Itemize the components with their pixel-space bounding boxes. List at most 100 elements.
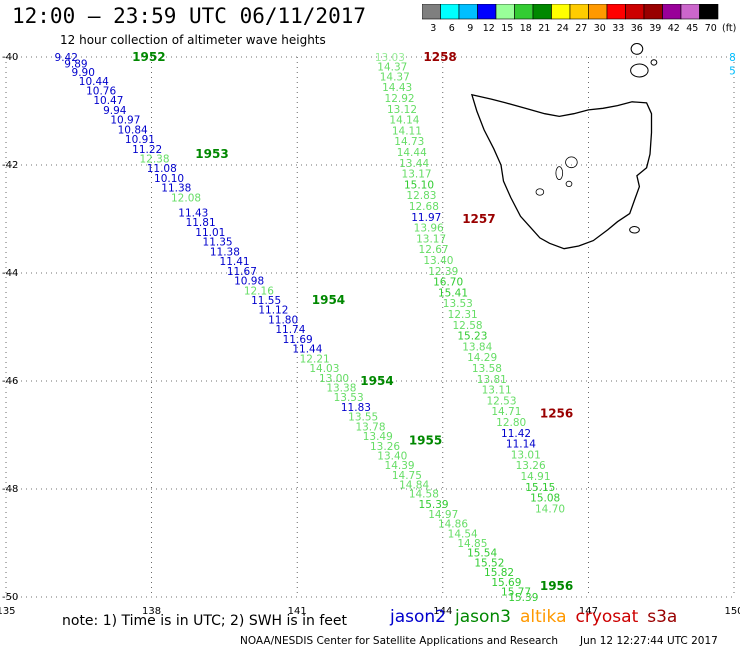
- wave-height-label: 13.26: [516, 460, 546, 472]
- scale-tick-label: 70: [705, 23, 717, 34]
- wave-height-label: 15.23: [457, 331, 487, 343]
- wave-height-label: 15.69: [491, 577, 521, 589]
- scale-tick-label: 45: [686, 23, 698, 34]
- edge-value-label: 5: [729, 66, 736, 78]
- wave-height-label: 12.92: [385, 93, 415, 105]
- x-tick-label: 138: [142, 606, 161, 617]
- wave-height-label: 14.84: [399, 480, 429, 492]
- chart-subtitle: 12 hour collection of altimeter wave hei…: [60, 33, 326, 47]
- wave-height-label: 11.97: [411, 212, 441, 224]
- wave-height-label: 12.83: [406, 190, 436, 202]
- wave-height-label: 13.38: [326, 382, 356, 394]
- legend-item-s3a: s3a: [647, 607, 678, 627]
- scale-tick-label: 24: [557, 23, 569, 34]
- wave-height-label: 12.80: [496, 417, 526, 429]
- scale-tick-label: 9: [467, 23, 473, 34]
- wave-height-label: 12.58: [453, 320, 483, 332]
- wave-height-label: 11.01: [195, 227, 225, 239]
- wave-height-label: 13.26: [370, 441, 400, 453]
- wave-height-label: 10.10: [154, 173, 184, 185]
- wave-height-label: 14.39: [385, 460, 415, 472]
- wave-height-label: 14.91: [520, 471, 550, 483]
- credit-line: NOAA/NESDIS Center for Satellite Applica…: [240, 635, 558, 647]
- wave-height-label: 14.97: [428, 509, 458, 521]
- wave-height-label: 15.41: [438, 287, 468, 299]
- wave-height-label: 15.82: [484, 567, 514, 579]
- wave-height-label: 14.54: [448, 528, 478, 540]
- wave-height-label: 11.80: [268, 314, 298, 326]
- scale-tick-label: 33: [612, 23, 624, 34]
- x-tick-label: 141: [288, 606, 307, 617]
- wave-height-label: 13.49: [363, 431, 393, 443]
- scale-unit-label: (ft): [722, 23, 736, 34]
- wave-height-label: 9.89: [64, 58, 87, 70]
- y-tick-label: -40: [2, 52, 18, 63]
- wave-height-label: 11.22: [132, 144, 162, 156]
- wave-height-label: 14.70: [535, 503, 565, 515]
- wave-height-label: 11.67: [227, 266, 257, 278]
- wave-height-label: 13.53: [334, 392, 364, 404]
- pass-time-label: 1257: [462, 212, 495, 226]
- wave-height-label: 13.53: [443, 298, 473, 310]
- wave-height-label: 10.76: [86, 85, 116, 97]
- legend-item-jason3: jason3: [455, 607, 511, 627]
- edge-value-label: 8: [729, 52, 736, 64]
- wave-height-label: 13.11: [482, 385, 512, 397]
- wave-height-label: 9.90: [72, 67, 95, 79]
- satellite-legend: jason2 jason3 altika cryosat s3a: [390, 607, 686, 627]
- wave-height-label: 9.94: [103, 105, 127, 117]
- wave-height-label: 13.55: [348, 412, 378, 424]
- scale-tick-label: 36: [631, 23, 643, 34]
- y-tick-label: -44: [2, 268, 18, 279]
- wave-height-label: 12.38: [139, 154, 169, 166]
- pass-time-label: 1952: [132, 50, 165, 64]
- wave-height-label: 10.91: [125, 134, 155, 146]
- scale-tick-label: 39: [649, 23, 661, 34]
- wave-height-label: 11.12: [258, 305, 288, 317]
- scale-tick-label: 15: [501, 23, 513, 34]
- wave-height-label: 12.39: [428, 266, 458, 278]
- scale-tick-label: 18: [520, 23, 532, 34]
- scale-tick-label: 3: [430, 23, 436, 34]
- wave-height-label: 15.10: [404, 179, 434, 191]
- wave-height-label: 11.38: [161, 183, 191, 195]
- wave-height-label: 11.38: [210, 246, 240, 258]
- wave-height-label: 13.78: [355, 421, 385, 433]
- wave-height-label: 14.86: [438, 519, 468, 531]
- island-outline: [630, 43, 644, 55]
- wave-height-label: 11.74: [275, 324, 305, 336]
- y-tick-label: -50: [2, 592, 18, 603]
- wave-height-label: 13.44: [399, 158, 429, 170]
- wave-height-label: 13.01: [511, 449, 541, 461]
- wave-height-label: 11.42: [501, 428, 531, 440]
- wave-height-label: 11.08: [147, 163, 177, 175]
- wave-height-label: 11.43: [178, 208, 208, 220]
- wave-height-label: 12.68: [409, 201, 439, 213]
- pass-time-label: 1956: [540, 579, 573, 593]
- wave-height-label: 13.40: [377, 451, 407, 463]
- scale-tick-label: 42: [668, 23, 680, 34]
- wave-height-label: 14.85: [457, 538, 487, 550]
- wave-height-label: 10.47: [93, 95, 123, 107]
- scale-tick-label: 21: [538, 23, 550, 34]
- generation-timestamp: Jun 12 12:27:44 UTC 2017: [580, 635, 718, 647]
- pass-time-label: 1258: [423, 50, 456, 64]
- scale-swatch: [699, 4, 719, 20]
- wave-height-label: 12.67: [419, 244, 449, 256]
- y-tick-label: -48: [2, 484, 18, 495]
- legend-item-jason2: jason2: [390, 607, 446, 627]
- scale-tick-label: 12: [483, 23, 495, 34]
- wave-height-label: 14.37: [377, 62, 407, 74]
- wave-height-label: 16.70: [433, 277, 463, 289]
- wave-height-label: 11.41: [220, 256, 250, 268]
- wave-height-label: 9.42: [55, 52, 78, 64]
- wave-height-label: 14.03: [309, 363, 339, 375]
- wave-height-label: 13.17: [416, 233, 446, 245]
- y-tick-label: -46: [2, 376, 18, 387]
- wave-height-label: 13.17: [402, 169, 432, 181]
- wave-height-label: 13.00: [319, 373, 349, 385]
- scale-tick-label: 27: [575, 23, 587, 34]
- wave-height-label: 10.44: [79, 76, 109, 88]
- wave-height-label: 14.43: [382, 82, 412, 94]
